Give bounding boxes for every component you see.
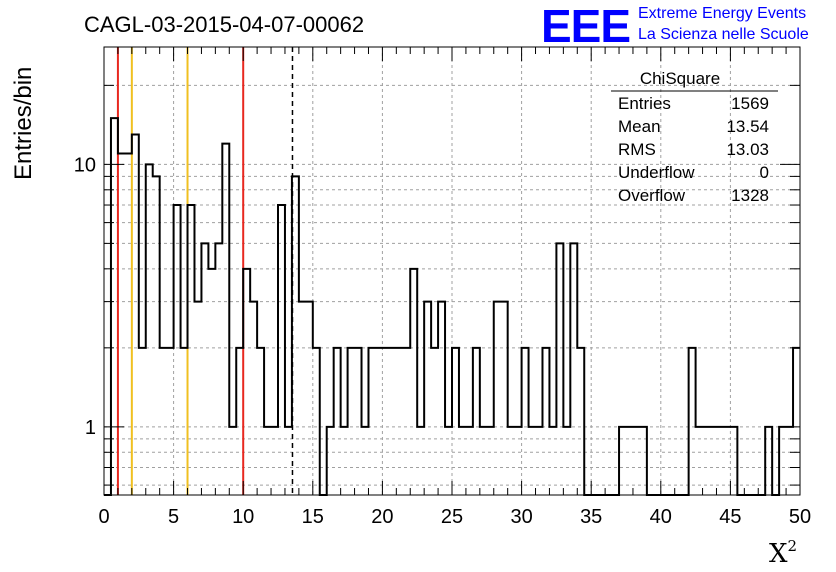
x-tick-label: 0 (98, 506, 109, 528)
stats-row-value: 0 (760, 163, 769, 182)
histogram-bin (410, 269, 417, 495)
x-tick-label: 10 (232, 506, 254, 528)
histogram-bin (577, 348, 584, 495)
eee-logo: EEE Extreme Energy Events La Scienza nel… (541, 0, 809, 52)
stats-row-value: 13.54 (726, 117, 769, 136)
histogram-bin (793, 348, 800, 495)
histogram-bin (522, 348, 529, 495)
stats-row-value: 1328 (731, 186, 769, 205)
x-tick-label: 25 (441, 506, 463, 528)
histogram-bin (188, 205, 195, 495)
x-axis-label: X2 (769, 537, 797, 569)
stats-row-value: 13.03 (726, 140, 769, 159)
stats-row-label: Underflow (618, 163, 695, 182)
histogram-bin (139, 348, 146, 495)
histogram-bin (473, 348, 480, 495)
histogram-bin (403, 348, 410, 495)
histogram-bin (494, 302, 501, 495)
x-tick-label: 20 (371, 506, 393, 528)
histogram-bin (389, 348, 396, 495)
histogram-bin (153, 176, 160, 495)
x-tick-label: 35 (580, 506, 602, 528)
histogram-bin (348, 348, 355, 495)
histogram-bin (424, 302, 431, 495)
histogram-bin (236, 348, 243, 495)
histogram-bin (208, 269, 215, 495)
histogram-bin (132, 134, 139, 495)
histogram-bin (306, 302, 313, 495)
stats-row-label: Entries (618, 94, 671, 113)
histogram-bin (194, 302, 201, 495)
x-axis-label-superscript: 2 (788, 537, 798, 555)
histogram-bin (243, 269, 250, 495)
histogram-bin (452, 348, 459, 495)
chart-title: CAGL-03-2015-04-07-00062 (84, 12, 364, 37)
stats-box: ChiSquare Entries 1569 Mean 13.54 RMS 13.03 Un… (611, 69, 778, 205)
stats-row-label: Overflow (618, 186, 686, 205)
x-tick-label: 40 (650, 506, 672, 528)
histogram-bin (160, 348, 167, 495)
histogram-bin (570, 243, 577, 495)
histogram-bin (542, 348, 549, 495)
x-tick-label: 30 (510, 506, 532, 528)
stats-box-title: ChiSquare (640, 69, 720, 88)
stats-row-value: 1569 (731, 94, 769, 113)
y-tick-label: 10 (74, 154, 96, 176)
x-tick-label: 45 (719, 506, 741, 528)
histogram-bin (146, 164, 153, 495)
histogram-bin (355, 348, 362, 495)
histogram-bin (382, 348, 389, 495)
stats-row-label: Mean (618, 117, 661, 136)
x-axis-label-base: X (769, 539, 788, 569)
eee-logo-line2: La Scienza nelle Scuole (638, 26, 809, 43)
histogram-bin (396, 348, 403, 495)
histogram-bin (181, 348, 188, 495)
histogram-bin (438, 302, 445, 495)
histogram-bin (689, 348, 696, 495)
histogram-bin (222, 144, 229, 495)
histogram-bin (257, 348, 264, 495)
histogram-bin (278, 205, 285, 495)
histogram-bin (174, 205, 181, 495)
eee-logo-text: EEE (541, 0, 630, 52)
y-tick-label: 1 (85, 417, 96, 439)
histogram-bin (368, 348, 375, 495)
x-tick-label: 50 (789, 506, 811, 528)
histogram-bin (250, 302, 257, 495)
histogram-bin (167, 348, 174, 495)
histogram-bin (334, 348, 341, 495)
x-tick-label: 15 (302, 506, 324, 528)
y-axis-label: Entries/bin (10, 67, 37, 180)
histogram-bin (313, 348, 320, 495)
stats-box-rows: Entries 1569 Mean 13.54 RMS 13.03 Underflow 0 Ov… (618, 94, 769, 205)
histogram-bin (431, 348, 438, 495)
histogram-bin (375, 348, 382, 495)
stats-row-label: RMS (618, 140, 656, 159)
histogram-bin (215, 243, 222, 495)
eee-logo-line1: Extreme Energy Events (638, 5, 806, 22)
histogram-bin (201, 243, 208, 495)
histogram-bin (501, 302, 508, 495)
histogram-bin (556, 243, 563, 495)
x-tick-label: 5 (168, 506, 179, 528)
histogram-bin (299, 302, 306, 495)
ticks-layer: 0 5 10 15 20 25 30 35 40 45 50 1 10 (74, 47, 811, 528)
